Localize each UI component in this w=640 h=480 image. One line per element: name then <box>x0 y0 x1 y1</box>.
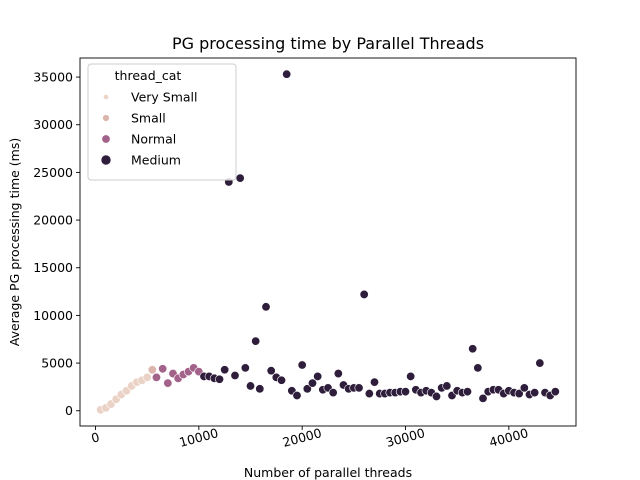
data-point-normal <box>158 364 168 374</box>
x-axis-label: Number of parallel threads <box>244 465 412 480</box>
x-tick-label: 40000 <box>488 425 530 450</box>
y-tick-label: 15000 <box>33 260 73 275</box>
data-point-medium <box>535 358 545 368</box>
data-point-medium <box>297 360 307 370</box>
y-tick-label: 25000 <box>33 165 73 180</box>
data-point-medium <box>406 371 416 381</box>
data-point-medium <box>302 384 312 394</box>
legend-marker-normal <box>101 134 111 144</box>
data-point-medium <box>276 375 286 385</box>
chart-title: PG processing time by Parallel Threads <box>172 34 484 53</box>
data-point-medium <box>255 384 265 394</box>
data-point-normal <box>163 378 173 388</box>
data-point-medium <box>215 374 225 384</box>
y-tick-label: 35000 <box>33 70 73 85</box>
data-point-medium <box>235 173 245 183</box>
data-point-medium <box>313 371 323 381</box>
legend-box <box>87 63 237 181</box>
y-tick-label: 5000 <box>41 356 73 371</box>
data-point-medium <box>364 389 374 399</box>
data-point-medium <box>478 393 488 403</box>
y-tick-label: 10000 <box>33 308 73 323</box>
data-point-medium <box>431 391 441 401</box>
x-tick-label: 30000 <box>384 425 426 450</box>
legend-entries: Very Small Small Normal Medium <box>100 90 198 168</box>
data-point-medium <box>251 336 261 346</box>
x-tick-label: 20000 <box>281 425 323 450</box>
data-point-medium <box>400 387 410 397</box>
data-point-small <box>147 365 157 375</box>
data-point-medium <box>519 383 529 393</box>
data-point-medium <box>328 388 338 398</box>
y-tick-label: 0 <box>65 403 73 418</box>
x-tick-label: 0 <box>90 429 102 446</box>
data-point-medium <box>369 377 379 387</box>
data-point-medium <box>261 302 271 312</box>
legend-label: Very Small <box>131 90 198 105</box>
data-point-medium <box>530 388 540 398</box>
data-point-medium <box>359 289 369 299</box>
legend-label: Medium <box>131 153 181 168</box>
legend: thread_cat Very Small Small Normal Medium <box>87 63 237 181</box>
legend-marker-very-small <box>103 94 109 100</box>
data-point-medium <box>442 381 452 391</box>
data-point-medium <box>473 363 483 373</box>
data-point-medium <box>462 387 472 397</box>
data-point-medium <box>246 381 256 391</box>
legend-label: Normal <box>131 132 176 147</box>
data-point-medium <box>230 370 240 380</box>
y-axis-label: Average PG processing time (ms) <box>7 138 22 347</box>
plot-frame <box>79 57 577 427</box>
data-point-medium <box>550 387 560 397</box>
data-point-medium <box>307 378 317 388</box>
data-point-very-small <box>142 372 152 382</box>
legend-marker-medium <box>100 154 112 166</box>
legend-title: thread_cat <box>115 68 182 83</box>
data-point-normal <box>151 372 161 382</box>
x-tick-label: 10000 <box>178 425 220 450</box>
data-point-medium <box>354 383 364 393</box>
data-point-medium <box>240 363 250 373</box>
data-points <box>96 69 560 415</box>
y-tick-label: 20000 <box>33 213 73 228</box>
data-point-medium <box>514 389 524 399</box>
data-point-medium <box>266 366 276 376</box>
data-point-medium <box>282 69 292 79</box>
legend-marker-small <box>102 114 110 122</box>
data-point-medium <box>333 369 343 379</box>
y-tick-label: 30000 <box>33 117 73 132</box>
legend-label: Small <box>131 111 166 126</box>
data-point-medium <box>292 390 302 400</box>
data-point-medium <box>468 344 478 354</box>
data-point-medium <box>220 365 230 375</box>
